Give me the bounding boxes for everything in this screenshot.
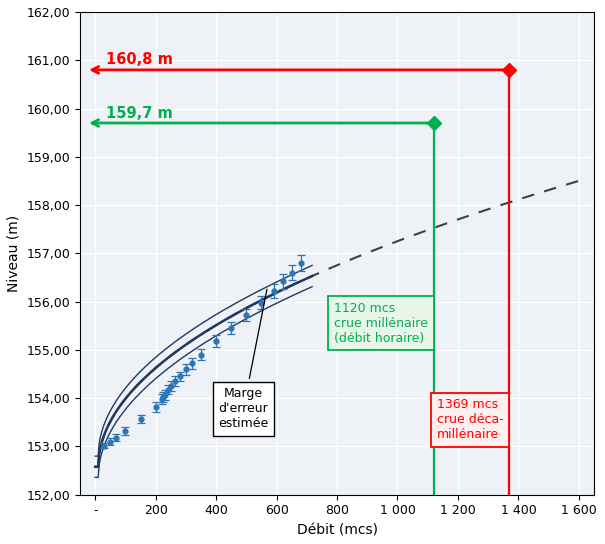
Text: 160,8 m: 160,8 m — [106, 52, 172, 67]
Y-axis label: Niveau (m): Niveau (m) — [7, 215, 21, 292]
Text: 1369 mcs
crue déca-
millénaire: 1369 mcs crue déca- millénaire — [437, 398, 503, 441]
Text: 1120 mcs
crue millénaire
(débit horaire): 1120 mcs crue millénaire (débit horaire) — [334, 302, 428, 345]
Text: 159,7 m: 159,7 m — [106, 106, 172, 121]
Text: Marge
d'erreur
estimée: Marge d'erreur estimée — [218, 289, 269, 430]
X-axis label: Débit (mcs): Débit (mcs) — [296, 523, 378, 537]
